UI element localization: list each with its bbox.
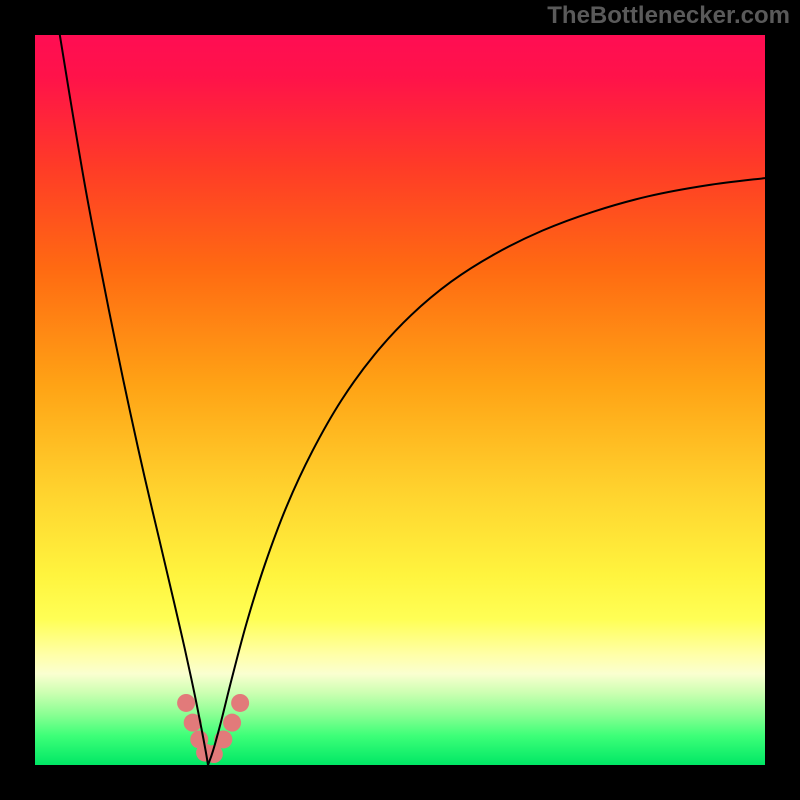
curve-left-branch xyxy=(60,35,208,765)
trough-marker xyxy=(223,714,241,732)
chart-container: TheBottlenecker.com xyxy=(0,0,800,800)
watermark-text: TheBottlenecker.com xyxy=(547,2,790,30)
trough-marker xyxy=(177,694,195,712)
curve-right-branch xyxy=(208,178,765,765)
trough-marker xyxy=(231,694,249,712)
bottleneck-curve-plot xyxy=(35,35,765,765)
plot-area xyxy=(35,35,765,765)
